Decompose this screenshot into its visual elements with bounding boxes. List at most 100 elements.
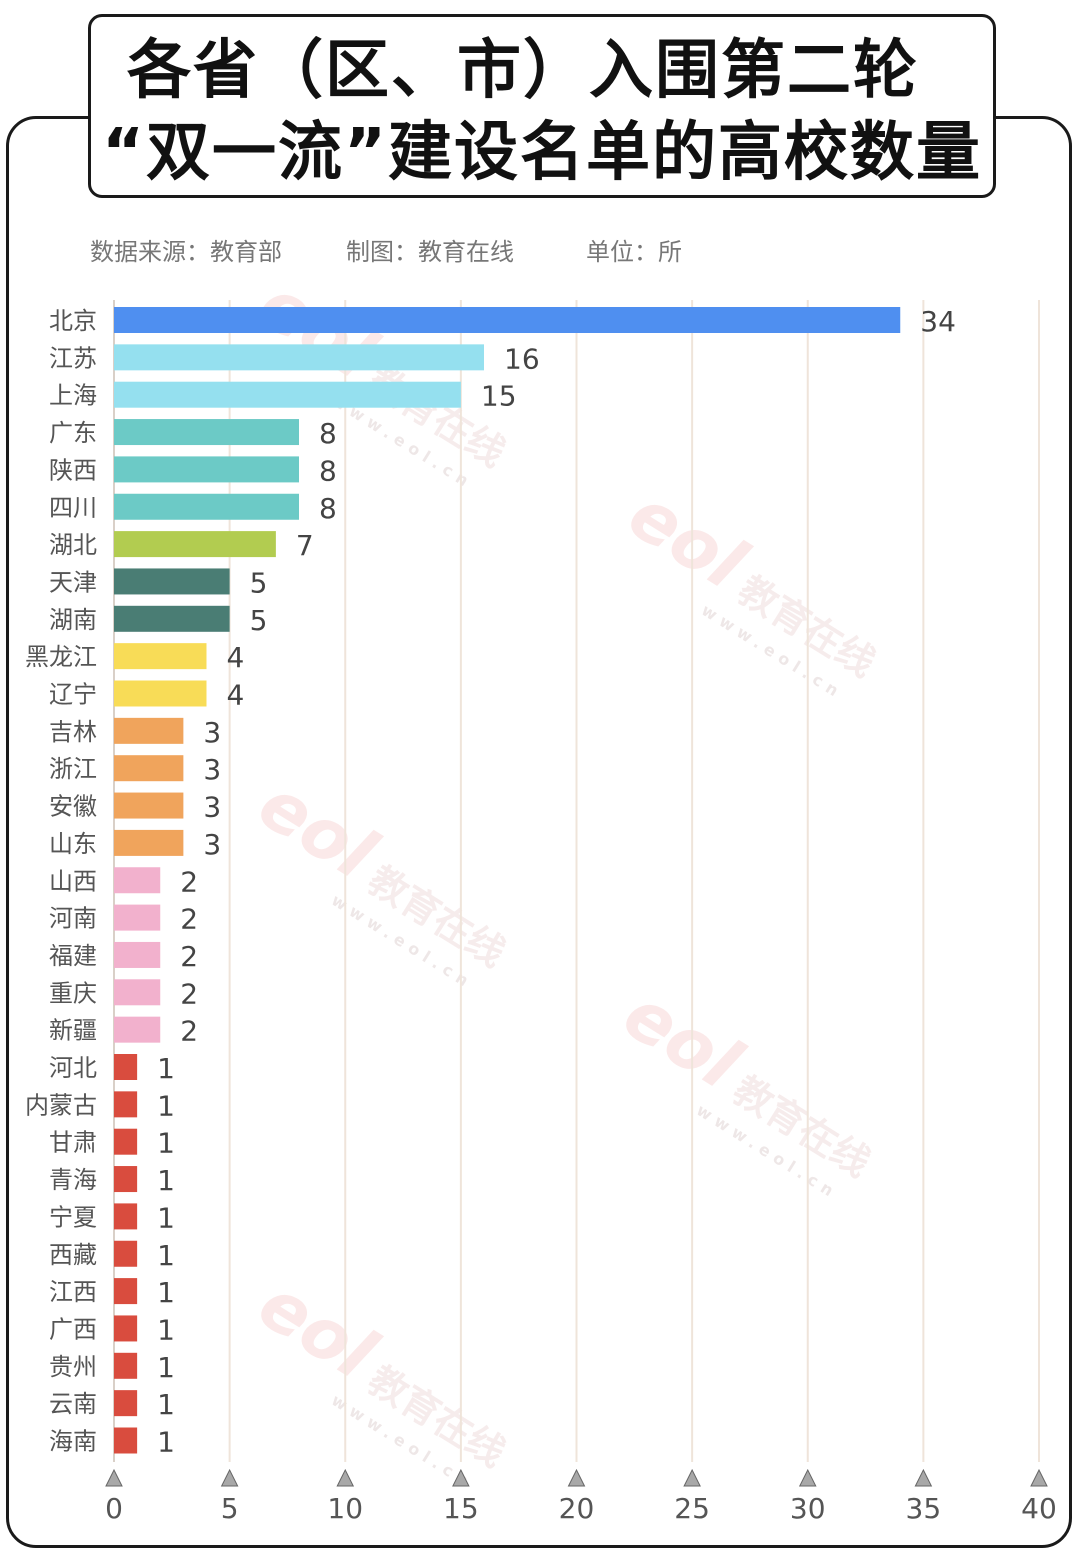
value-label: 1 (157, 1276, 175, 1309)
axis-tick-marker (105, 1468, 123, 1487)
bar (114, 1240, 138, 1267)
category-label: 天津 (49, 568, 97, 596)
category-label: 重庆 (49, 979, 97, 1007)
bar (114, 755, 184, 782)
value-label: 1 (157, 1351, 175, 1384)
bar (114, 1128, 138, 1155)
bar (114, 1352, 138, 1379)
category-label: 广东 (49, 419, 97, 447)
value-label: 5 (250, 604, 268, 637)
value-label: 8 (319, 492, 337, 525)
axis-tick-marker (452, 1468, 470, 1487)
category-label: 山东 (49, 830, 97, 858)
value-label: 1 (157, 1388, 175, 1421)
value-label: 3 (203, 716, 221, 749)
bar (114, 1166, 138, 1193)
bar (114, 493, 299, 520)
axis-tick-marker (336, 1468, 355, 1487)
value-label: 1 (157, 1127, 175, 1160)
x-tick-label: 15 (443, 1492, 479, 1525)
category-label: 宁夏 (49, 1203, 97, 1231)
value-label: 3 (203, 791, 221, 824)
value-label: 1 (157, 1426, 175, 1459)
value-label: 2 (180, 940, 198, 973)
category-label: 河北 (49, 1054, 97, 1082)
category-label: 青海 (49, 1166, 97, 1194)
category-label: 上海 (49, 382, 97, 410)
category-label: 辽宁 (49, 681, 97, 709)
x-tick-label: 0 (105, 1492, 123, 1525)
bar (114, 531, 276, 558)
axis-tick-marker (683, 1468, 701, 1487)
unit-label: 单位：所 (586, 238, 682, 266)
bar (114, 456, 299, 483)
bar (114, 381, 461, 408)
bar (114, 1427, 138, 1454)
bar (114, 344, 484, 371)
value-label: 16 (504, 342, 540, 375)
value-label: 1 (157, 1201, 175, 1234)
axis-tick-marker (220, 1468, 239, 1487)
category-label: 海南 (49, 1428, 97, 1456)
x-tick-label: 5 (221, 1492, 239, 1525)
data-source-label: 数据来源：教育部 (90, 238, 282, 266)
category-label: 河南 (49, 905, 97, 933)
value-label: 1 (157, 1239, 175, 1272)
x-tick-label: 40 (1021, 1492, 1057, 1525)
value-label: 8 (319, 417, 337, 450)
category-label: 广西 (49, 1315, 97, 1343)
bar (114, 979, 161, 1006)
category-label: 黑龙江 (25, 643, 97, 671)
category-label: 江苏 (49, 344, 97, 372)
value-label: 2 (180, 977, 198, 1010)
category-label: 新疆 (49, 1017, 97, 1045)
category-label: 四川 (49, 494, 97, 522)
bar (114, 1203, 138, 1230)
bar (114, 904, 161, 931)
bar (114, 419, 299, 446)
category-label: 安徽 (49, 793, 97, 821)
value-label: 2 (180, 1015, 198, 1048)
value-label: 3 (203, 828, 221, 861)
value-label: 5 (250, 566, 268, 599)
value-label: 1 (157, 1313, 175, 1346)
bar (114, 605, 230, 632)
category-label: 江西 (49, 1278, 97, 1306)
value-label: 2 (180, 903, 198, 936)
x-tick-label: 10 (327, 1492, 363, 1525)
bar (114, 867, 161, 894)
category-label: 陕西 (49, 456, 97, 484)
value-label: 15 (481, 380, 517, 413)
bar (114, 717, 184, 744)
axis-tick-marker (1030, 1468, 1048, 1487)
x-tick-label: 35 (906, 1492, 942, 1525)
bar (114, 680, 207, 707)
bar (114, 1390, 138, 1417)
title-box: 各省（区、市）入围第二轮 “双一流”建设名单的高校数量 (88, 14, 996, 198)
axis-tick-marker (798, 1468, 817, 1487)
chart-title-line-1: 各省（区、市）入围第二轮 (127, 34, 919, 108)
category-label: 山西 (49, 867, 97, 895)
category-label: 内蒙古 (25, 1091, 97, 1119)
x-tick-label: 20 (559, 1492, 595, 1525)
value-label: 1 (157, 1089, 175, 1122)
value-label: 4 (227, 641, 245, 674)
axis-tick-marker (914, 1468, 933, 1487)
bar (114, 829, 184, 856)
x-tick-label: 25 (674, 1492, 710, 1525)
axis-tick-marker (567, 1468, 586, 1487)
value-label: 2 (180, 865, 198, 898)
category-label: 湖北 (49, 531, 97, 559)
bar (114, 941, 161, 968)
value-label: 4 (227, 679, 245, 712)
bar (114, 1315, 138, 1342)
bar (114, 307, 901, 333)
category-label: 湖南 (49, 606, 97, 634)
value-label: 1 (157, 1164, 175, 1197)
category-label: 甘肃 (49, 1129, 97, 1157)
category-label: 西藏 (49, 1241, 97, 1269)
category-label: 北京 (49, 307, 97, 335)
bar (114, 1091, 138, 1118)
bar (114, 1054, 138, 1080)
